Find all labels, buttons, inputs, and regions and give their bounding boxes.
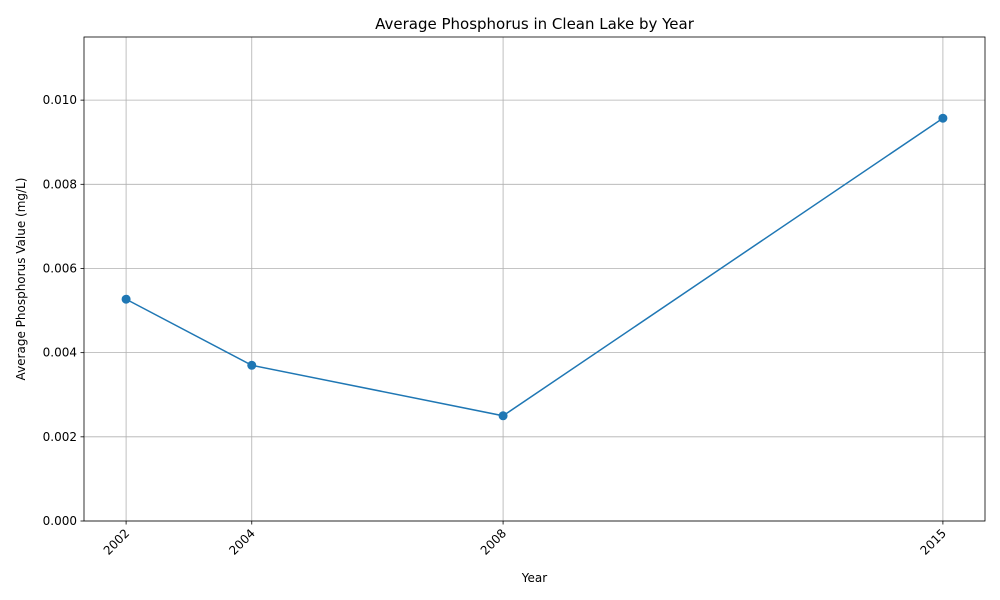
data-point <box>121 294 131 304</box>
data-point <box>498 411 508 421</box>
y-tick-label: 0.008 <box>43 177 77 191</box>
y-tick-label: 0.000 <box>43 514 77 528</box>
chart-title: Average Phosphorus in Clean Lake by Year <box>375 15 695 33</box>
y-tick-label: 0.002 <box>43 430 77 444</box>
y-tick-label: 0.006 <box>43 261 77 275</box>
data-point <box>247 360 257 370</box>
series <box>121 113 948 421</box>
y-axis-label: Average Phosphorus Value (mg/L) <box>14 178 28 381</box>
y-axis-ticks: 0.000 0.002 0.004 0.006 0.008 0.010 <box>43 93 84 528</box>
y-tick-label: 0.010 <box>43 93 77 107</box>
grid <box>84 37 985 522</box>
series-line <box>125 117 944 417</box>
y-tick-label: 0.004 <box>43 346 77 360</box>
data-point <box>938 113 948 123</box>
plot-frame <box>83 36 986 522</box>
x-axis-label: Year <box>521 571 547 585</box>
